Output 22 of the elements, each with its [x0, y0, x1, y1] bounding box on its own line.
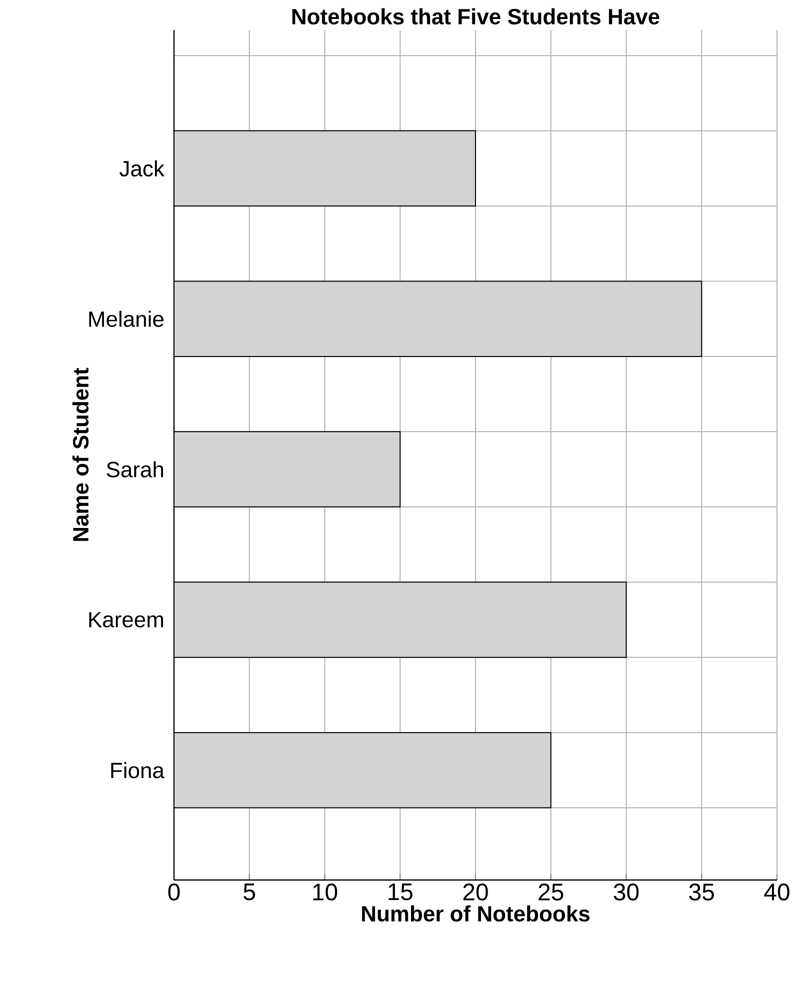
bar [174, 130, 476, 207]
x-tick-label: 40 [764, 884, 790, 901]
y-tick-label: Sarah [106, 461, 164, 478]
bar [174, 431, 401, 508]
x-tick-label: 30 [614, 884, 639, 901]
y-tick-label: Kareem [89, 612, 163, 628]
y-tick-label: Melanie [89, 310, 164, 327]
y-axis-title: Name of Student [72, 368, 89, 541]
x-axis-title: Number of Notebooks [362, 905, 590, 922]
x-tick-label: 0 [168, 884, 180, 901]
x-tick-label: 25 [538, 884, 564, 901]
chart-title: Notebooks that Five Students Have [292, 8, 660, 24]
bar [174, 732, 552, 808]
x-tick-label: 35 [689, 884, 714, 901]
y-tick-label: Jack [120, 160, 164, 176]
x-tick-label: 15 [388, 884, 412, 900]
bar [174, 280, 702, 357]
x-tick-label: 5 [244, 884, 256, 900]
bar [174, 582, 627, 658]
x-tick-label: 20 [463, 884, 488, 901]
x-tick-label: 10 [313, 884, 338, 901]
y-tick-label: Fiona [111, 762, 164, 778]
